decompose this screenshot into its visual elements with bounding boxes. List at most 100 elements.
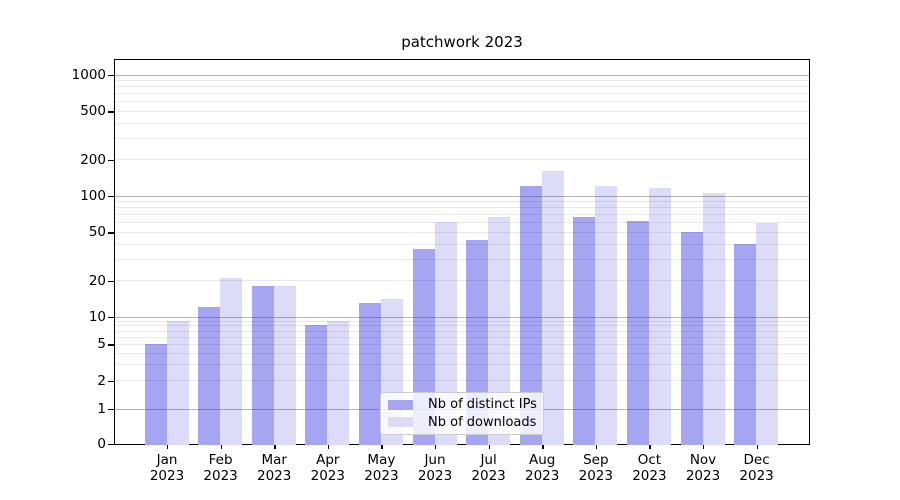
gridline-minor-4 [115,352,809,354]
y-tick-label-5: 5 [97,336,106,353]
legend-swatch-distinct-ips [388,400,413,410]
legend-swatch-downloads [388,417,413,427]
gridline-minor-800 [115,86,809,88]
x-tick-label-oct: Oct 2023 [617,452,681,484]
x-tick-month: Dec [743,452,770,468]
x-tick-year: 2023 [149,468,185,484]
x-tick-month: May [367,452,396,468]
legend-entry-downloads: Nb of downloads [388,415,543,430]
x-tick-label-jun: Jun 2023 [403,452,467,484]
gridline-minor-8 [115,325,809,327]
y-tick-label-200: 200 [80,151,106,168]
x-tick-month: Jul [480,452,497,468]
x-tick-label-aug: Aug 2023 [510,452,574,484]
gridline-minor-500 [115,111,809,113]
x-tick-year: 2023 [310,468,345,484]
gridline-minor-50 [115,232,809,234]
bar-jan-2023-downloads [166,320,189,445]
gridline-minor-9 [115,320,809,322]
x-tick-year: 2023 [525,468,560,484]
bar-apr-2023-downloads [327,320,350,445]
y-tick-mark-1000 [108,75,114,77]
x-tick-month: Oct [637,452,662,468]
x-tick-year: 2023 [739,468,774,484]
x-tick-label-nov: Nov 2023 [671,452,735,484]
bar-dec-2023-downloads [756,223,779,445]
legend-label-distinct-ips: Nb of distinct IPs [428,397,537,413]
x-tick-month: Apr [316,452,340,468]
x-tick-mark-feb [220,445,222,449]
x-tick-mark-dec [756,445,758,449]
gridline-minor-5 [115,343,809,345]
x-tick-year: 2023 [364,468,399,484]
x-tick-label-apr: Apr 2023 [296,452,360,484]
x-tick-year: 2023 [578,468,613,484]
bar-mar-2023-distinct-ips [251,285,274,445]
gridline-minor-30 [115,258,809,260]
bar-oct-2023-distinct-ips [627,220,649,445]
legend: Nb of distinct IPs Nb of downloads [380,392,544,435]
y-tick-mark-0 [108,444,114,446]
x-tick-label-jan: Jan 2023 [135,452,199,484]
x-tick-label-sep: Sep 2023 [564,452,628,484]
gridline-minor-70 [115,214,809,216]
gridline-minor-400 [115,122,809,124]
y-tick-label-20: 20 [88,272,106,289]
x-tick-month: Aug [529,452,556,468]
x-tick-mark-jan [167,445,169,449]
x-tick-mark-may [381,445,383,449]
x-tick-month: Jan [156,452,178,468]
y-tick-label-50: 50 [88,224,106,241]
bar-may-2023-distinct-ips [359,302,381,445]
x-tick-mark-jun [435,445,437,449]
bar-nov-2023-downloads [702,193,725,445]
legend-entry-distinct-ips: Nb of distinct IPs [388,397,543,412]
x-tick-label-may: May 2023 [349,452,413,484]
bar-sep-2023-distinct-ips [573,217,596,445]
bar-jun-2023-downloads [434,221,457,445]
gridline-minor-6 [115,336,809,338]
x-tick-year: 2023 [417,468,453,484]
y-tick-mark-50 [108,232,114,234]
gridline-minor-20 [115,280,809,282]
gridline-major-10 [115,316,809,318]
x-tick-mark-jul [488,445,490,449]
gridline-minor-900 [115,80,809,82]
gridline-minor-80 [115,207,809,209]
y-tick-mark-5 [108,344,114,346]
y-tick-mark-2 [108,380,114,382]
y-tick-label-2: 2 [97,372,106,389]
gridline-major-100 [115,195,809,197]
gridline-minor-200 [115,159,809,161]
gridline-minor-700 [115,93,809,95]
y-tick-mark-500 [108,111,114,113]
bar-feb-2023-distinct-ips [198,307,221,445]
x-tick-month: Feb [208,452,233,468]
bar-nov-2023-distinct-ips [680,232,703,445]
x-tick-mark-aug [542,445,544,449]
x-tick-label-jul: Jul 2023 [457,452,521,484]
x-tick-mark-oct [649,445,651,449]
gridline-major-1000 [115,74,809,76]
y-tick-label-0: 0 [97,436,106,452]
gridline-minor-7 [115,330,809,332]
legend-label-downloads: Nb of downloads [428,414,537,430]
bar-aug-2023-distinct-ips [519,186,542,445]
bar-oct-2023-downloads [649,188,671,445]
x-tick-mark-mar [274,445,276,449]
gridline-minor-90 [115,201,809,203]
y-tick-mark-200 [108,159,114,161]
y-tick-mark-100 [108,196,114,198]
y-tick-mark-1 [108,409,114,411]
gridline-minor-60 [115,222,809,224]
bar-jul-2023-downloads [488,216,511,445]
y-tick-label-10: 10 [88,309,106,325]
bar-feb-2023-downloads [220,277,243,445]
x-tick-month: Jun [424,452,446,468]
x-tick-label-mar: Mar 2023 [242,452,306,484]
x-tick-year: 2023 [471,468,506,484]
y-tick-label-100: 100 [80,188,106,204]
y-tick-mark-10 [108,317,114,319]
y-tick-label-500: 500 [80,103,106,120]
